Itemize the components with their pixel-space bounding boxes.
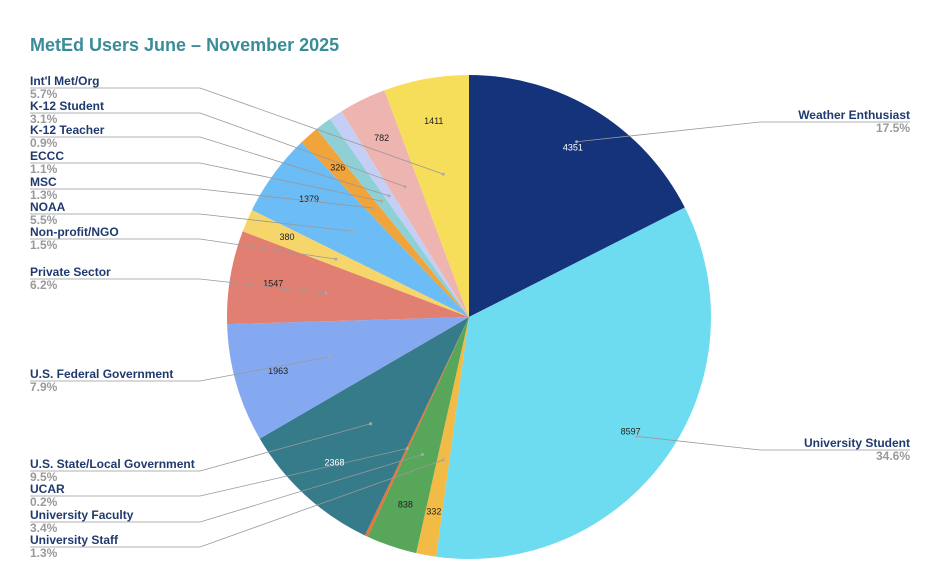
value-label: 380: [280, 232, 295, 242]
leader-line: [30, 213, 352, 232]
leader-dot: [441, 458, 445, 462]
percent-label: 5.7%: [30, 87, 58, 101]
leader-dot: [575, 140, 579, 144]
percent-label: 5.5%: [30, 213, 58, 227]
legend-label: U.S. Federal Government: [30, 367, 173, 381]
percent-label: 17.5%: [876, 121, 910, 135]
pie-slice: [367, 317, 469, 554]
pie-slice: [384, 75, 469, 317]
leader-line: [30, 423, 371, 472]
pie-slice: [341, 90, 469, 317]
pie-slice: [469, 75, 685, 317]
percent-label: 6.2%: [30, 278, 58, 292]
leader-dot: [441, 172, 445, 176]
legend-label: NOAA: [30, 200, 66, 214]
leader-line: [30, 136, 390, 197]
legend-label: U.S. State/Local Government: [30, 457, 195, 471]
pie-slice: [436, 207, 711, 559]
leader-dot: [369, 422, 373, 426]
leader-dot: [635, 434, 639, 438]
legend-label: University Staff: [30, 533, 119, 547]
pie-slice: [416, 317, 469, 557]
value-label: 326: [330, 162, 345, 172]
legend-label: K-12 Teacher: [30, 123, 105, 137]
value-label: 838: [398, 499, 413, 509]
leader-dot: [403, 185, 407, 189]
leader-dot: [420, 453, 424, 457]
legend-label: MSC: [30, 175, 57, 189]
leader-line: [30, 87, 444, 175]
percent-label: 1.3%: [30, 188, 58, 202]
pie-slice: [242, 209, 469, 317]
leader-line: [30, 448, 408, 497]
leader-line: [576, 121, 910, 143]
value-label: 782: [374, 133, 389, 143]
pie-slice: [251, 142, 469, 317]
leader-dot: [405, 446, 409, 450]
leader-line: [30, 356, 330, 382]
legend-label: Weather Enthusiast: [798, 108, 910, 122]
percent-label: 7.9%: [30, 380, 58, 394]
value-label: 1379: [299, 194, 319, 204]
leader-line: [30, 188, 374, 209]
leader-line: [30, 112, 406, 188]
chart-title: MetEd Users June – November 2025: [30, 35, 339, 55]
percent-label: 0.9%: [30, 136, 58, 150]
value-label: 1963: [268, 366, 288, 376]
pie-slice: [330, 111, 469, 318]
value-label: 4351: [563, 142, 583, 152]
percent-label: 1.3%: [30, 546, 58, 560]
legend-label: University Faculty: [30, 508, 134, 522]
leader-line: [30, 459, 444, 548]
pie-slice: [364, 317, 469, 537]
pie-slice: [227, 317, 469, 439]
leader-dot: [350, 229, 354, 233]
percent-label: 9.5%: [30, 470, 58, 484]
value-label: 8597: [621, 426, 641, 436]
value-label: 1547: [263, 279, 283, 289]
legend-label: Non-profit/NGO: [30, 225, 119, 239]
leader-line: [30, 162, 382, 202]
value-label: 332: [426, 507, 441, 517]
legend-label: UCAR: [30, 482, 65, 496]
percent-label: 3.4%: [30, 521, 58, 535]
legend-label: Private Sector: [30, 265, 111, 279]
value-label: 2368: [325, 457, 345, 467]
percent-label: 3.1%: [30, 112, 58, 126]
percent-label: 1.1%: [30, 162, 58, 176]
legend-label: Int'l Met/Org: [30, 74, 100, 88]
value-label: 1411: [424, 116, 443, 126]
percent-label: 0.2%: [30, 495, 58, 509]
pie-slice: [301, 128, 469, 317]
leader-dot: [387, 194, 391, 198]
legend-label: K-12 Student: [30, 99, 104, 113]
leader-dot: [324, 291, 328, 295]
leader-dot: [327, 355, 331, 359]
pie-slice: [227, 231, 469, 325]
leader-line: [30, 454, 423, 523]
leader-dot: [371, 206, 375, 210]
leader-line: [30, 238, 336, 260]
pie-slice: [259, 317, 469, 536]
leader-line: [636, 435, 910, 451]
leader-dot: [334, 257, 338, 261]
leader-dot: [380, 199, 384, 203]
percent-label: 34.6%: [876, 449, 910, 463]
legend-label: ECCC: [30, 149, 64, 163]
legend-label: University Student: [804, 436, 910, 450]
leader-line: [30, 278, 326, 294]
percent-label: 1.5%: [30, 238, 58, 252]
